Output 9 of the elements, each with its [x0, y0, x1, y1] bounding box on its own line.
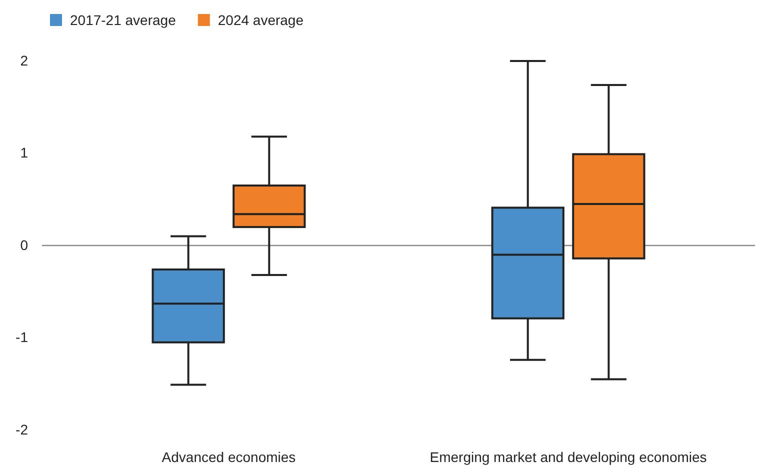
- legend-label: 2017-21 average: [70, 12, 176, 28]
- legend-label: 2024 average: [218, 12, 304, 28]
- y-tick-label: 1: [20, 144, 28, 161]
- y-tick-label: 0: [20, 236, 28, 253]
- x-tick-label: Emerging market and developing economies: [430, 448, 707, 465]
- y-tick-label: -1: [16, 329, 28, 346]
- y-tick-label: -2: [16, 421, 28, 438]
- x-tick-label: Advanced economies: [162, 448, 296, 465]
- y-tick-label: 2: [20, 52, 28, 68]
